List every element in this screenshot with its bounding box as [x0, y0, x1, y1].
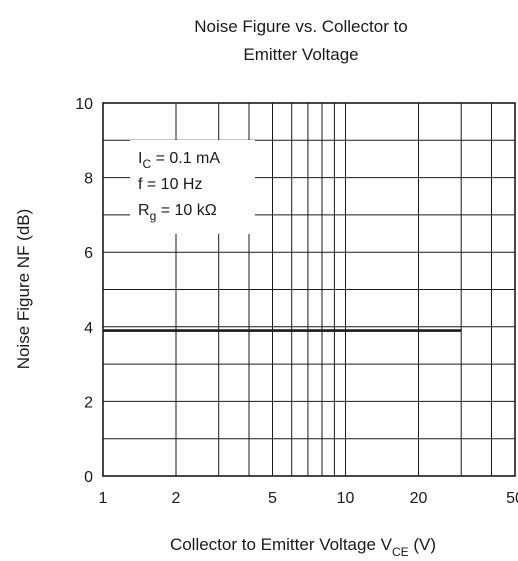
x-tick-label: 2: [172, 490, 181, 507]
y-tick-label: 2: [84, 394, 93, 411]
chart-title-line1: Noise Figure vs. Collector to: [194, 17, 408, 36]
y-tick-labels: 0 2 4 6 8 10: [75, 96, 93, 486]
chart-title-line2: Emitter Voltage: [243, 45, 358, 64]
x-tick-label: 5: [268, 490, 277, 507]
x-tick-label: 50: [506, 490, 518, 507]
y-tick-label: 6: [84, 245, 93, 262]
annotation-backdrop: [130, 140, 255, 234]
annotation-rg: Rg = 10 kΩ: [138, 202, 217, 223]
y-tick-label: 8: [84, 171, 93, 188]
y-tick-label: 10: [75, 96, 93, 113]
y-tick-label: 4: [84, 320, 93, 337]
x-tick-labels: 1 2 5 10 20 50: [99, 490, 518, 507]
plot-frame: [102, 102, 516, 477]
x-tick-label: 1: [99, 490, 108, 507]
annotation-frequency: f = 10 Hz: [138, 176, 202, 193]
x-tick-label: 20: [410, 490, 428, 507]
y-axis-label: Noise Figure NF (dB): [14, 209, 33, 370]
x-axis-label: Collector to Emitter Voltage VCE (V): [170, 535, 436, 559]
y-tick-label: 0: [84, 469, 93, 486]
x-tick-label: 10: [337, 490, 355, 507]
annotation-ic: IC = 0.1 mA: [138, 150, 220, 171]
